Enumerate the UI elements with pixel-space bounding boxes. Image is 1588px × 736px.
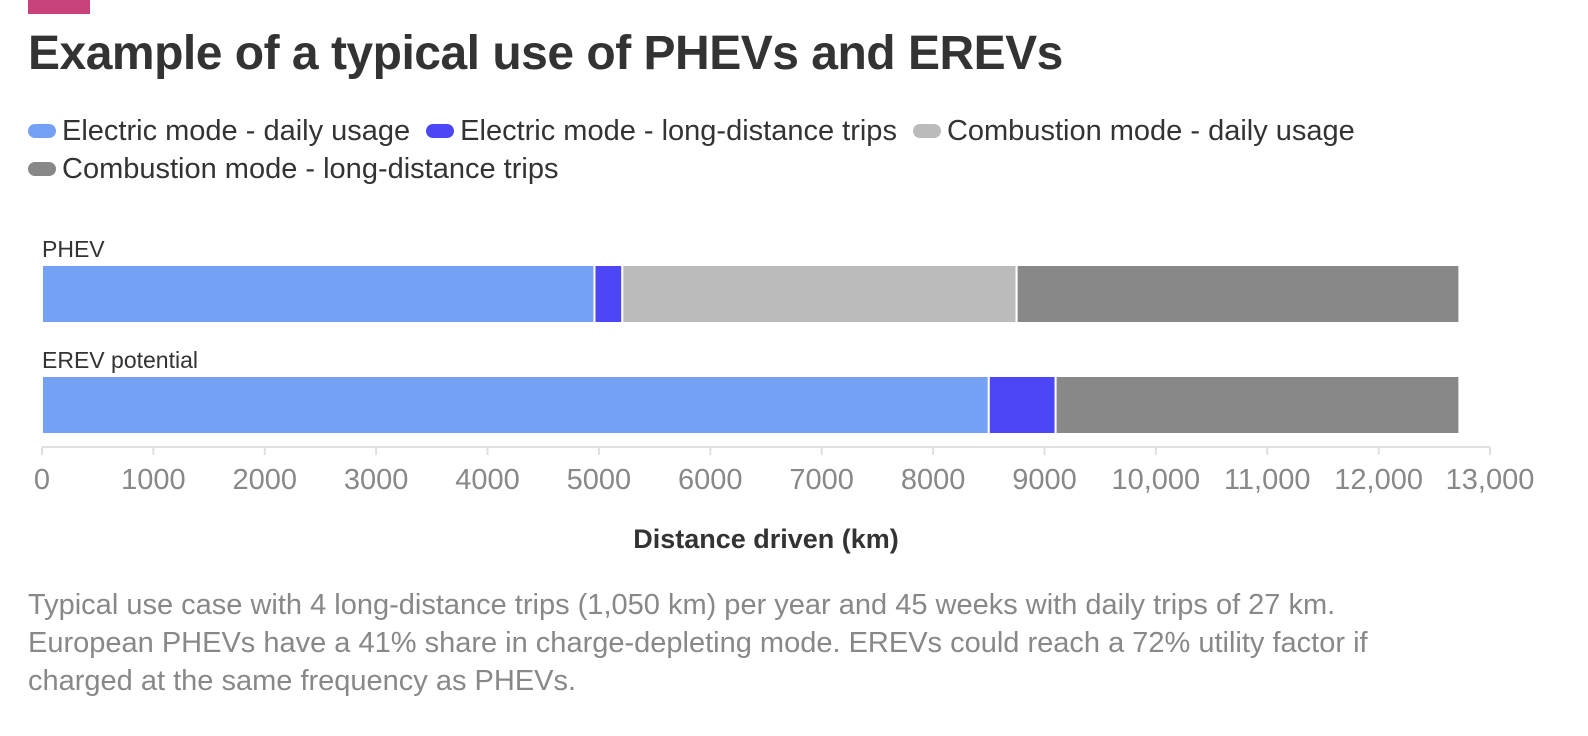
x-tick-label: 5000 [567,464,632,496]
legend-swatch-electric-long [426,124,455,138]
bar-segment[interactable] [621,264,1018,324]
chart-caption: Typical use case with 4 long-distance tr… [28,589,1368,697]
x-tick-label: 7000 [789,464,854,496]
accent-bar [28,0,90,14]
bar-segment[interactable] [987,375,1057,435]
legend-label: Electric mode - daily usage [62,115,411,147]
legend-item-combustion-long[interactable]: Combustion mode - long-distance trips [28,152,558,186]
legend-label: Electric mode - long-distance trips [460,115,897,147]
x-tick-label: 8000 [901,464,966,496]
legend-label: Combustion mode - long-distance trips [62,153,559,185]
x-tick-label: 1000 [121,464,186,496]
x-tick-label: 3000 [344,464,409,496]
bar-chart: PHEV EREV potential 0 1000 2000 3000 4000 5000 6… [34,236,1535,554]
bar-segment[interactable] [1054,375,1461,435]
legend-swatch-combustion-long [28,162,56,176]
legend-item-electric-daily[interactable]: Electric mode - daily usage [28,114,410,148]
x-tick-label: 12,000 [1334,464,1423,496]
x-tick-label: 10,000 [1111,464,1200,496]
bar-segment[interactable] [41,375,990,435]
legend-swatch-electric-daily [28,124,56,138]
legend-item-combustion-daily[interactable]: Combustion mode - daily usage [912,114,1355,148]
x-tick-label: 9000 [1012,464,1077,496]
x-tick-label: 0 [34,464,50,496]
chart-title: Example of a typical use of PHEVs and ER… [28,27,1063,80]
bar-segment[interactable] [41,264,596,324]
legend-swatch-combustion-daily [912,124,941,138]
legend-label: Combustion mode - daily usage [946,115,1355,147]
bar-segment[interactable] [1015,264,1461,324]
category-label: PHEV [42,236,105,262]
category-label: EREV potential [42,347,198,373]
x-tick-label: 13,000 [1446,464,1535,496]
x-tick-label: 6000 [678,464,743,496]
x-axis-title: Distance driven (km) [633,524,899,554]
legend: Electric mode - daily usage Electric mod… [28,114,1508,186]
x-tick-label: 4000 [455,464,520,496]
x-tick-label: 11,000 [1224,464,1311,496]
legend-item-electric-long[interactable]: Electric mode - long-distance trips [426,114,897,148]
bar-segment[interactable] [593,264,624,324]
x-tick-label: 2000 [233,464,298,496]
